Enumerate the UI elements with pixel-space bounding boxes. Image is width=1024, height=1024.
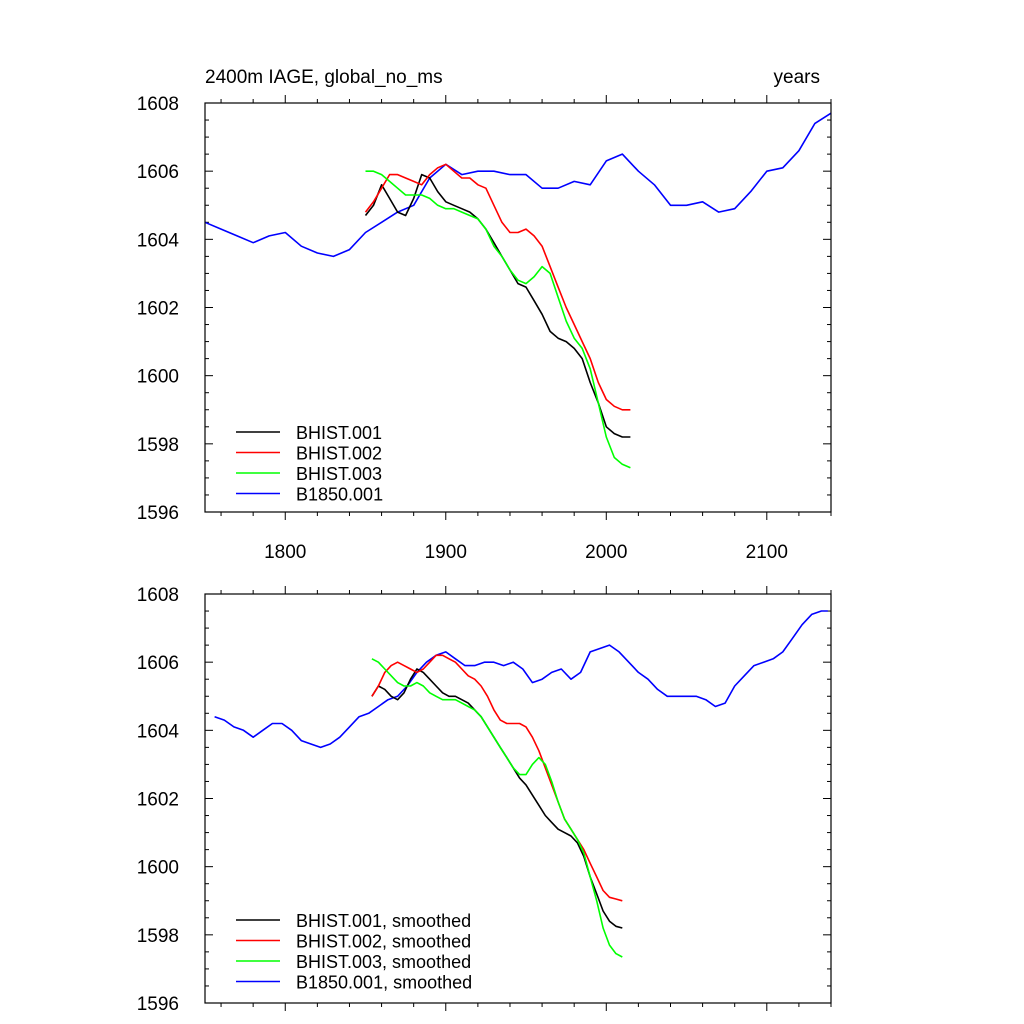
y-tick-label: 1608 (137, 94, 179, 115)
series-layer (204, 112, 832, 469)
plot-frame (204, 102, 832, 513)
series-line-b1850-001-smoothed (214, 610, 828, 749)
y-tick-label: 1596 (137, 503, 179, 524)
legend-label: BHIST.002, smoothed (296, 932, 471, 952)
x-tick-label: 2100 (746, 542, 788, 563)
series-line-bhist-002 (364, 163, 631, 411)
x-tick-label: 2000 (585, 542, 627, 563)
legend-label: BHIST.002 (296, 444, 382, 464)
plot-frame (204, 593, 832, 1004)
panel-bottom: 1596 1598 1600 1602 1604 1606 1608 BHIST.001, … (137, 585, 832, 1015)
legend-label: B1850.001, smoothed (296, 973, 472, 993)
legend-label: BHIST.001, smoothed (296, 911, 471, 931)
chart-title: 2400m IAGE, global_no_ms (205, 67, 443, 88)
y-tick-label: 1600 (137, 858, 179, 879)
series-line-bhist-001-smoothed (371, 668, 623, 929)
y-tick-label: 1602 (137, 790, 179, 811)
ticks-layer: 1596 1598 1600 1602 1604 1606 1608 (137, 585, 832, 1015)
y-tick-label: 1606 (137, 162, 179, 183)
y-tick-label: 1598 (137, 926, 179, 947)
chart-units-label: years (774, 67, 820, 88)
series-line-bhist-003-smoothed (371, 658, 623, 958)
y-tick-label: 1598 (137, 435, 179, 456)
y-tick-label: 1606 (137, 653, 179, 674)
y-tick-label: 1602 (137, 299, 179, 320)
y-tick-label: 1604 (137, 721, 180, 742)
series-line-b1850-001 (204, 112, 832, 258)
y-tick-label: 1600 (137, 367, 179, 388)
panel-top: 2400m IAGE, global_no_ms years 159615981… (137, 67, 832, 563)
legend-label: B1850.001 (296, 485, 383, 505)
y-tick-label: 1596 (137, 994, 179, 1015)
series-line-bhist-002-smoothed (371, 654, 623, 902)
legend-label: BHIST.001 (296, 423, 382, 443)
series-line-bhist-001 (364, 173, 631, 438)
y-tick-label: 1608 (137, 585, 179, 606)
legend-label: BHIST.003, smoothed (296, 952, 471, 972)
x-tick-label: 1800 (264, 542, 306, 563)
y-tick-label: 1604 (137, 230, 180, 251)
series-layer (214, 610, 828, 958)
legend-label: BHIST.003 (296, 464, 382, 484)
x-tick-label: 1900 (425, 542, 467, 563)
ticks-layer: 1596 1598 1600 1602 1604 1606 1608 1800 1900 2000… (137, 94, 832, 563)
series-line-bhist-003 (365, 170, 631, 469)
